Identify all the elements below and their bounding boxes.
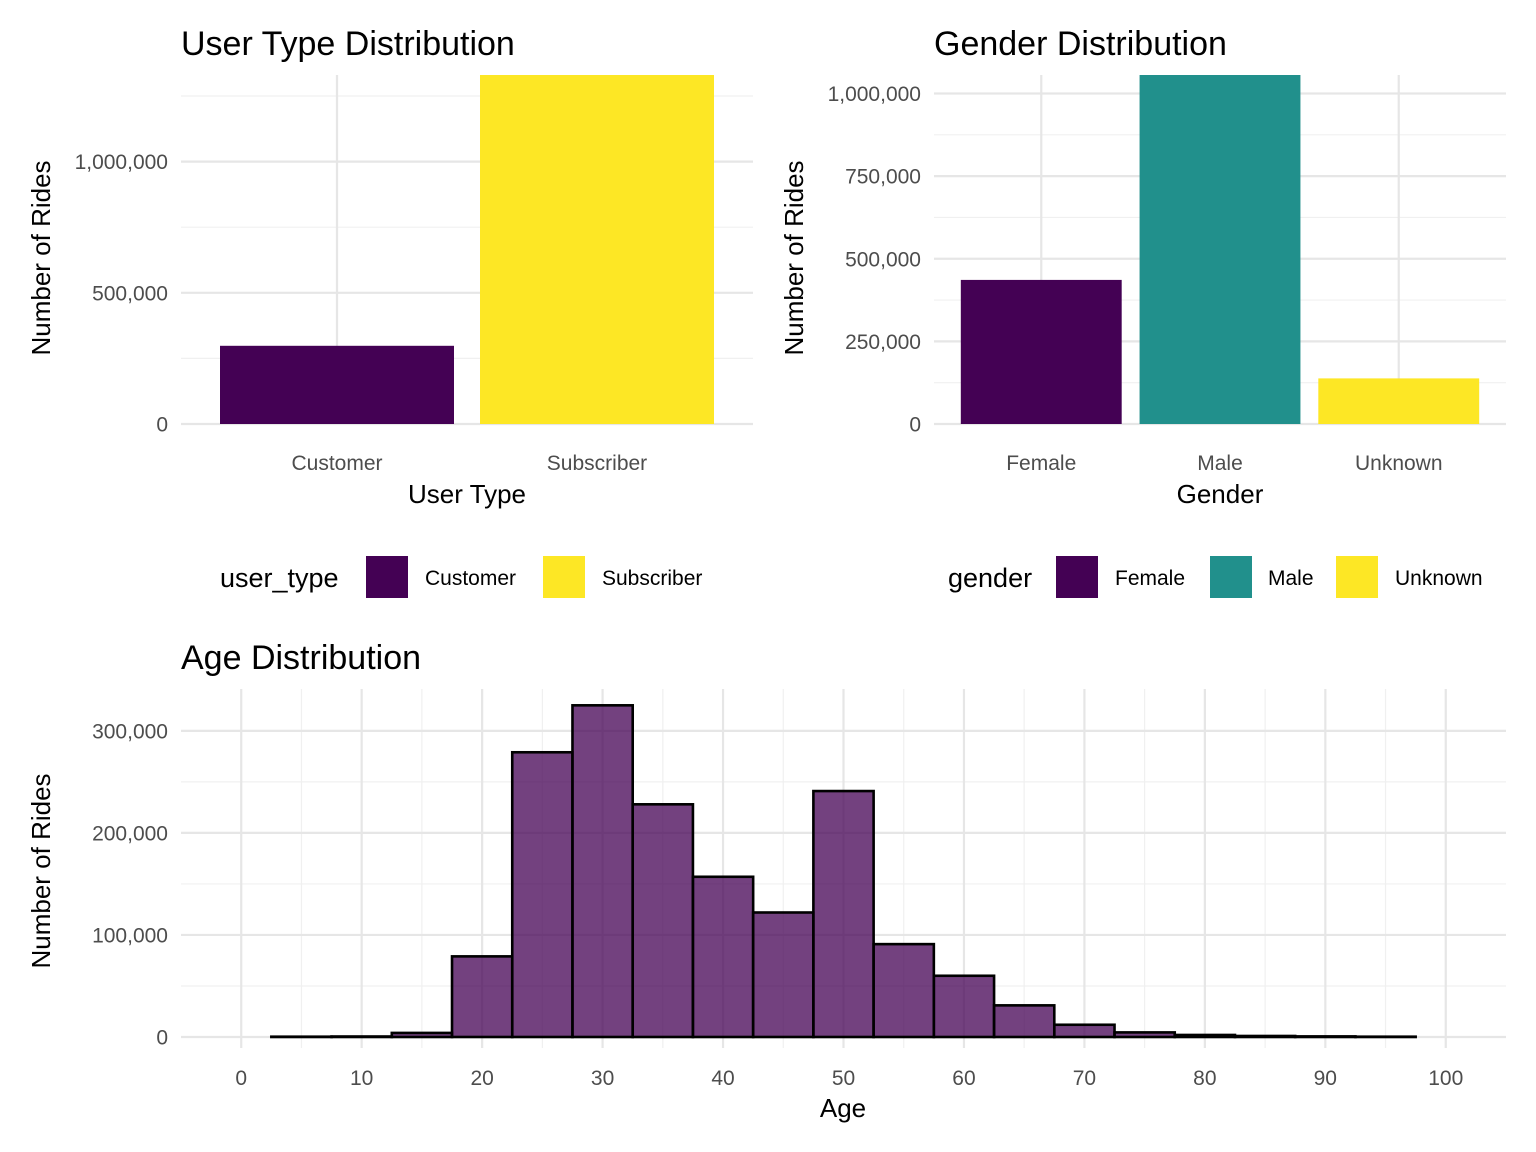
user-type-legend-title: user_type xyxy=(220,563,339,593)
gender-x-tick-label: Male xyxy=(1197,452,1243,475)
user_type-x-tick-label: Subscriber xyxy=(547,452,647,475)
age-bars xyxy=(270,704,1417,1039)
age-bin-80 xyxy=(1173,1033,1237,1039)
user_type-bar-customer xyxy=(220,345,454,424)
gender-legend: gender Female Male Unknown xyxy=(948,556,1483,598)
gender-legend-title: gender xyxy=(948,563,1032,593)
gender-legend-key-female xyxy=(1056,556,1098,598)
user_type-y-tick-label: 1,000,000 xyxy=(75,151,168,174)
gender-legend-key-unknown xyxy=(1336,556,1378,598)
user_type-bar-subscriber xyxy=(480,75,714,424)
age-bin-20 xyxy=(450,955,514,1039)
age-chart: 0 100,000 200,000 300,000 0 10 20 30 40 50 60 70 80… xyxy=(26,639,1506,1123)
age-bin-50 xyxy=(812,789,875,1039)
age-x-tick-label: 70 xyxy=(1073,1067,1096,1090)
gender-legend-key-male xyxy=(1210,556,1252,598)
age-bin-10 xyxy=(330,1035,394,1039)
age-y-axis-title: Number of Rides xyxy=(26,773,56,968)
gender-x-ticks: Female Male Unknown xyxy=(1006,452,1442,475)
gender-bar-male xyxy=(1139,75,1301,424)
gender-y-ticks: 0 250,000 500,000 750,000 1,000,000 xyxy=(828,83,921,436)
age-bin-25 xyxy=(510,750,574,1039)
user-type-bars xyxy=(220,75,714,424)
gender-y-tick-label: 250,000 xyxy=(845,331,921,354)
age-bin-35 xyxy=(631,803,695,1039)
gender-x-axis-title: Gender xyxy=(1177,479,1264,509)
gender-x-tick-label: Female xyxy=(1006,452,1076,475)
age-x-axis-title: Age xyxy=(820,1093,866,1123)
user-type-x-ticks: Customer Subscriber xyxy=(291,452,647,475)
age-y-tick-label: 300,000 xyxy=(92,720,168,743)
age-x-tick-label: 30 xyxy=(591,1067,614,1090)
user-type-title: User Type Distribution xyxy=(181,25,515,63)
age-title: Age Distribution xyxy=(181,639,421,677)
age-x-ticks: 0 10 20 30 40 50 60 70 80 90 100 xyxy=(235,1067,1463,1090)
gender-x-tick-label: Unknown xyxy=(1355,452,1443,475)
user_type-x-tick-label: Customer xyxy=(291,452,382,475)
age-y-ticks: 0 100,000 200,000 300,000 xyxy=(92,720,168,1049)
gender-y-tick-label: 0 xyxy=(909,414,921,437)
age-bin-70 xyxy=(1052,1023,1116,1039)
user-type-legend-label-customer: Customer xyxy=(425,567,516,590)
age-x-tick-label: 10 xyxy=(350,1067,373,1090)
gender-title: Gender Distribution xyxy=(934,25,1227,63)
gender-chart: 0 250,000 500,000 750,000 1,000,000 Female Ma… xyxy=(779,25,1506,598)
gender-legend-label-unknown: Unknown xyxy=(1395,567,1483,590)
age-bin-30 xyxy=(571,704,635,1039)
age-bin-85 xyxy=(1233,1034,1297,1039)
gender-y-tick-label: 500,000 xyxy=(845,248,921,271)
age-bin-60 xyxy=(932,974,996,1039)
age-bin-15 xyxy=(390,1031,454,1039)
user-type-y-ticks: 0 500,000 1,000,000 xyxy=(75,151,168,436)
gender-y-axis-title: Number of Rides xyxy=(779,160,809,355)
age-x-tick-label: 60 xyxy=(952,1067,975,1090)
gender-y-tick-label: 750,000 xyxy=(845,166,921,189)
gender-bars xyxy=(960,75,1480,424)
age-bin-65 xyxy=(992,1004,1056,1039)
user_type-y-tick-label: 500,000 xyxy=(92,282,168,305)
age-x-tick-label: 50 xyxy=(832,1067,855,1090)
gender-bar-female xyxy=(960,279,1122,424)
age-bin-55 xyxy=(872,942,936,1039)
age-x-tick-label: 90 xyxy=(1314,1067,1337,1090)
gender-y-tick-label: 1,000,000 xyxy=(828,83,921,106)
gender-legend-label-male: Male xyxy=(1268,567,1314,590)
age-bin-75 xyxy=(1113,1031,1177,1039)
age-y-tick-label: 0 xyxy=(156,1027,168,1050)
user-type-y-axis-title: Number of Rides xyxy=(26,160,56,355)
age-x-tick-label: 20 xyxy=(470,1067,493,1090)
user-type-legend-key-subscriber xyxy=(543,556,585,598)
age-y-tick-label: 200,000 xyxy=(92,822,168,845)
age-x-tick-label: 0 xyxy=(235,1067,247,1090)
user_type-y-tick-label: 0 xyxy=(156,414,168,437)
user-type-chart: 0 500,000 1,000,000 Customer Subscriber Use… xyxy=(26,25,753,598)
gender-legend-label-female: Female xyxy=(1115,567,1185,590)
user-type-x-axis-title: User Type xyxy=(408,479,526,509)
user-type-legend-label-subscriber: Subscriber xyxy=(602,567,702,590)
age-x-tick-label: 80 xyxy=(1193,1067,1216,1090)
age-bin-90 xyxy=(1293,1035,1357,1039)
user-type-legend-key-customer xyxy=(366,556,408,598)
user-type-legend: user_type Customer Subscriber xyxy=(220,556,702,598)
age-bin-40 xyxy=(691,875,755,1039)
gender-bar-unknown xyxy=(1318,378,1480,424)
age-x-tick-label: 40 xyxy=(711,1067,734,1090)
age-x-tick-label: 100 xyxy=(1428,1067,1463,1090)
age-bin-45 xyxy=(751,911,815,1039)
age-y-tick-label: 100,000 xyxy=(92,924,168,947)
